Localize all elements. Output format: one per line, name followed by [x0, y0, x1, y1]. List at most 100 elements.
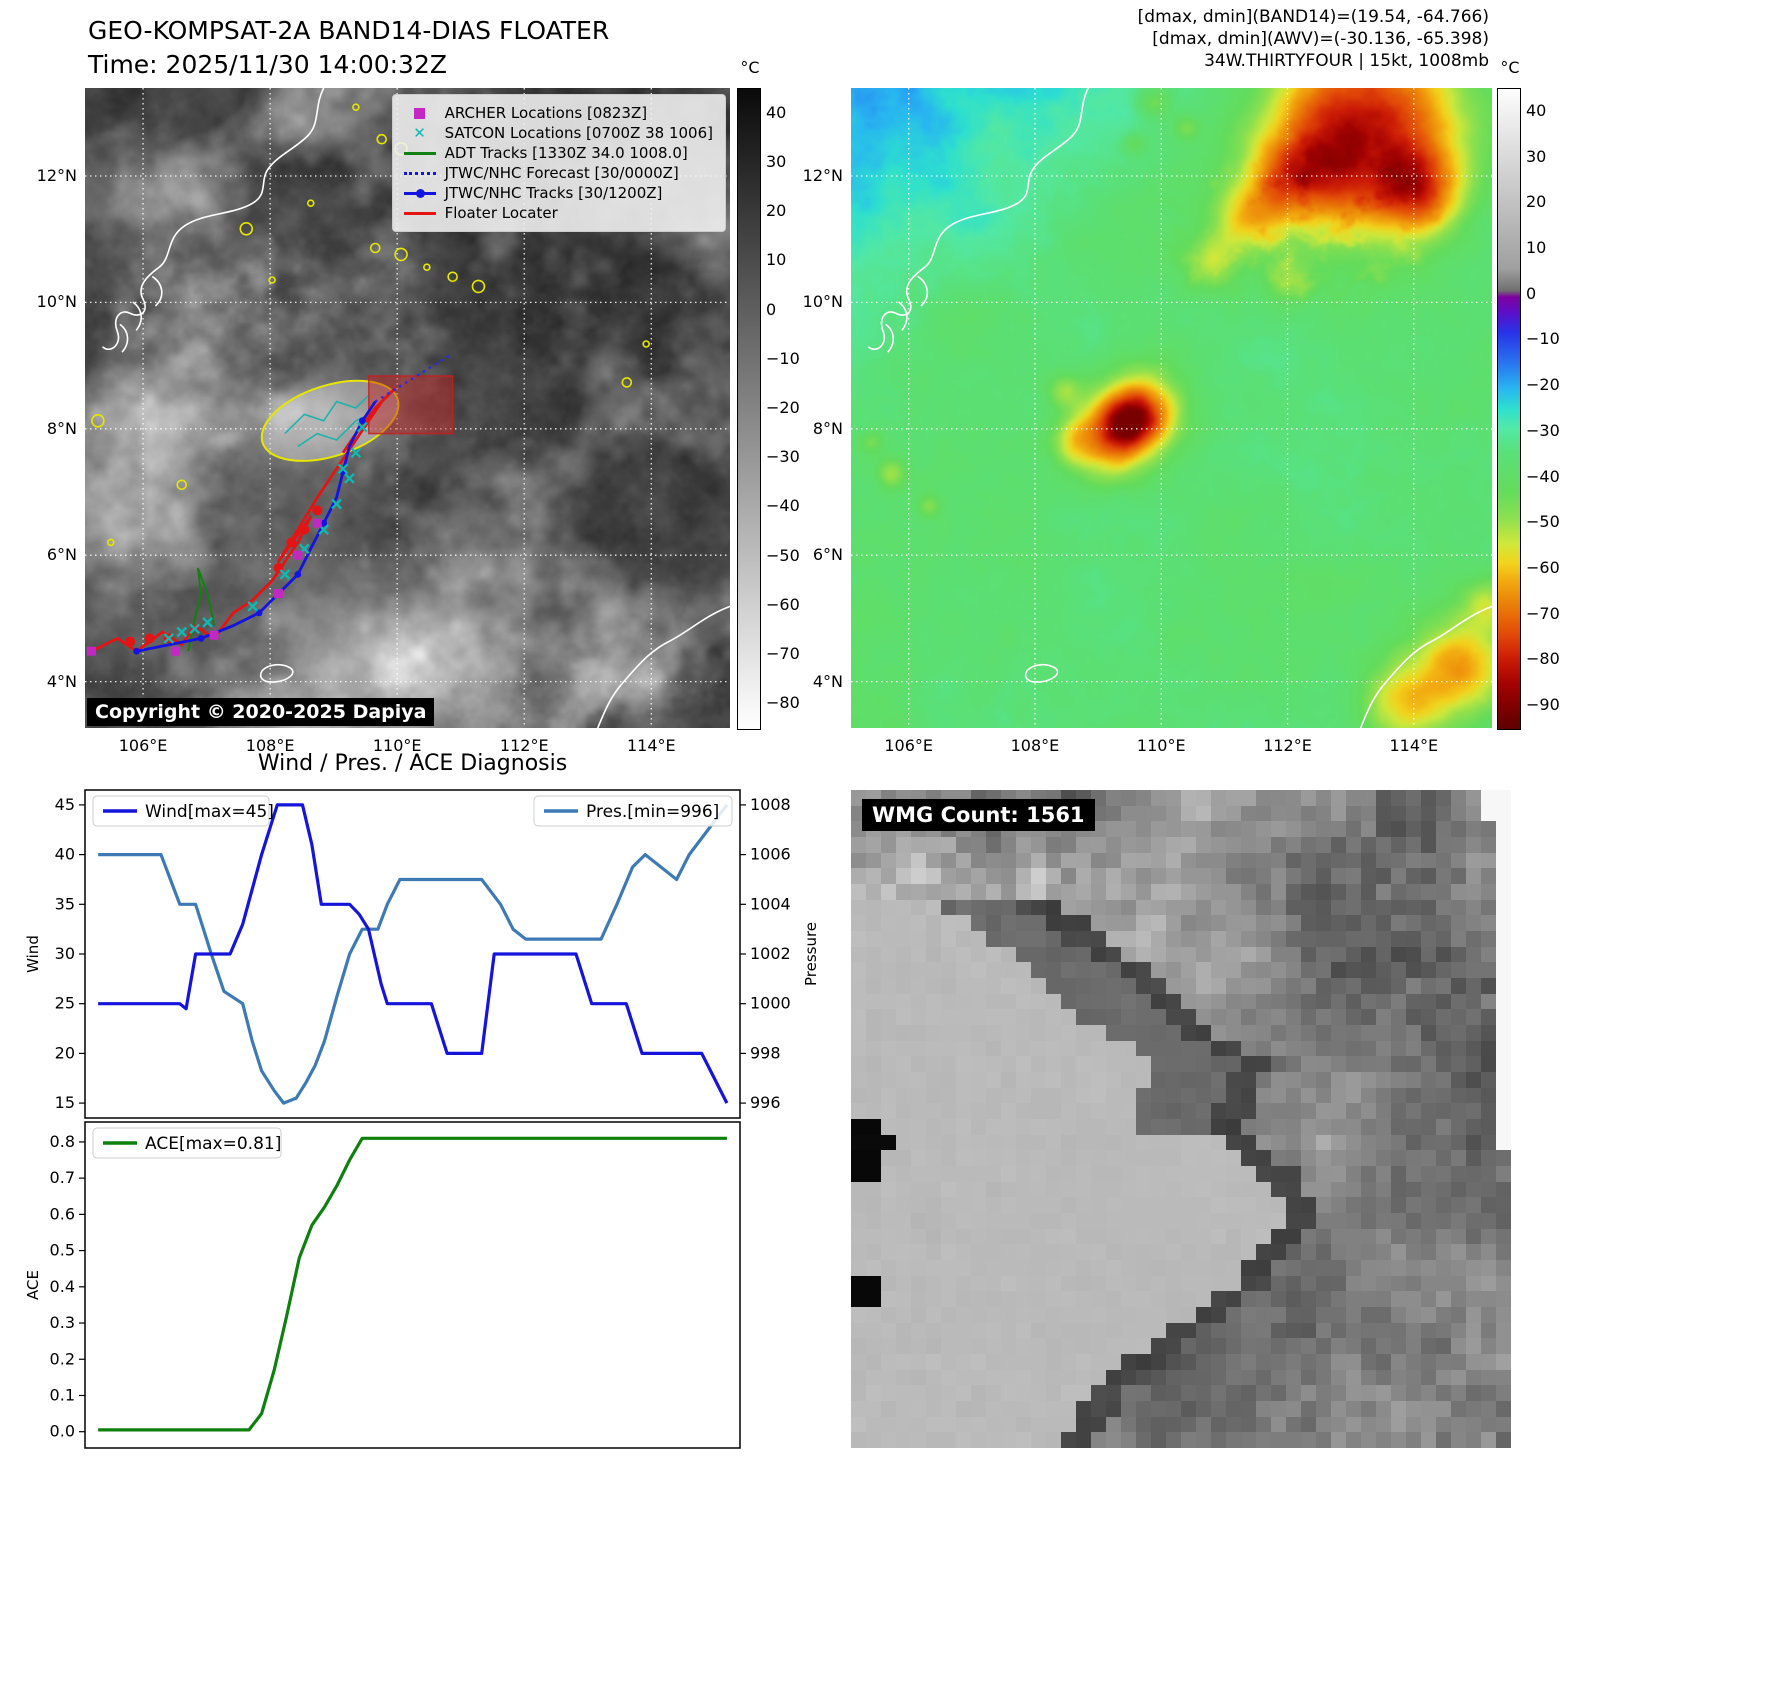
legend-item-label: JTWC/NHC Forecast [30/0000Z]	[444, 164, 679, 182]
chart-text: 0.0	[50, 1422, 75, 1441]
awv-y-tick-label: 12°N	[802, 166, 843, 185]
ace-legend-box	[92, 1127, 282, 1159]
blue-dotted-line-icon	[403, 171, 437, 175]
awv-colorbar-tick-label: −40	[1526, 466, 1560, 486]
wind-legend-box	[92, 795, 270, 827]
band14-colorbar-tick-label: −40	[766, 496, 800, 516]
chart-text: 0.4	[50, 1277, 75, 1296]
band14-y-tick-label: 6°N	[46, 545, 77, 565]
band14-time-label: Time: 2025/11/30 14:00:32Z	[88, 50, 447, 79]
band14-map-legend: ARCHER Locations [0823Z] ✕ SATCON Location…	[391, 94, 726, 232]
legend-item-label: ARCHER Locations [0823Z]	[444, 104, 648, 122]
legend-item-label: SATCON Locations [0700Z 38 1006]	[444, 124, 713, 142]
chart-text: 20	[55, 1043, 75, 1062]
chart-text: 1006	[750, 845, 791, 864]
band14-title: GEO-KOMPSAT-2A BAND14-DIAS FLOATER	[88, 16, 610, 45]
awv-colorbar-tick-label: −90	[1526, 695, 1560, 715]
pressure-legend-label: Pres.[min=996]	[586, 802, 719, 822]
chart-text: 0.3	[50, 1313, 75, 1332]
pressure-axis-label: Pressure	[802, 922, 820, 986]
band14-colorbar-tick-label: 0	[766, 299, 777, 319]
awv-y-tick-label: 8°N	[812, 418, 843, 438]
band14-colorbar-tick-label: −60	[766, 594, 800, 614]
chart-text: 1004	[750, 894, 791, 913]
band14-colorbar-tick-label: 20	[766, 201, 787, 221]
awv-x-tick-label: 106°E	[884, 736, 934, 755]
awv-colorbar-tick-label: −10	[1526, 329, 1560, 349]
chart-text: 40	[55, 845, 75, 864]
awv-colorbar-tick-label: 40	[1526, 100, 1547, 120]
blue-line-marker-icon	[403, 188, 437, 198]
awv-satellite-image	[851, 88, 1492, 728]
wind-axis-label: Wind	[24, 935, 42, 973]
awv-x-tick-label: 112°E	[1263, 736, 1312, 755]
awv-colorbar-tick-label: −20	[1526, 375, 1560, 395]
chart-text: 0.1	[50, 1385, 75, 1404]
chart-text: 45	[55, 795, 75, 814]
chart-text: 0.8	[50, 1132, 75, 1151]
band14-y-tick-label: 4°N	[46, 671, 77, 691]
red-line-icon	[403, 211, 437, 215]
chart-text: 15	[55, 1093, 75, 1112]
band14-x-tick-label: 110°E	[372, 736, 422, 755]
band14-colorbar-tick-label: −10	[766, 348, 800, 368]
chart-text: 25	[55, 994, 75, 1013]
awv-colorbar-tick-label: −60	[1526, 558, 1560, 577]
awv-colorbar-tick-label: 30	[1526, 146, 1547, 166]
band14-x-tick-label: 108°E	[245, 736, 295, 755]
diagnosis-title: Wind / Pres. / ACE Diagnosis	[257, 751, 568, 776]
band14-colorbar-tick-label: −50	[766, 545, 800, 565]
dmax-dmin-band14-label: [dmax, dmin](BAND14)=(19.54, -64.766)	[1137, 7, 1489, 27]
legend-item-0: ARCHER Locations [0823Z]	[403, 103, 713, 123]
band14-colorbar-unit: °C	[740, 58, 760, 77]
copyright-label: Copyright © 2020-2025 Dapiya	[87, 698, 435, 726]
chart-text: 1008	[750, 795, 791, 814]
band14-colorbar	[737, 88, 761, 730]
awv-colorbar-tick-label: 20	[1526, 192, 1547, 212]
band14-colorbar-tick-label: 30	[766, 151, 787, 171]
awv-colorbar	[1497, 88, 1521, 730]
awv-colorbar-tick-label: −50	[1526, 512, 1560, 532]
chart-frame	[84, 789, 741, 1119]
ace-axis-label: ACE	[24, 1270, 42, 1300]
awv-colorbar-tick-label: 0	[1526, 283, 1537, 303]
chart-text: 1000	[750, 994, 791, 1013]
chart-text: 30	[55, 944, 75, 963]
band14-colorbar-tick-label: 40	[766, 102, 787, 122]
wind-pres-ace-chart: 15 20 25 30 35 40 45 996 998 1000 1002 1004 1006 1008…	[24, 789, 820, 1449]
awv-x-tick-label: 114°E	[1389, 736, 1439, 755]
chart-text: 0.2	[50, 1349, 75, 1368]
chart-text: 0.7	[50, 1168, 75, 1187]
band14-colorbar-tick-label: −20	[766, 398, 800, 417]
chart-text: 1002	[750, 944, 791, 963]
awv-info-block: [dmax, dmin](BAND14)=(19.54, -64.766) [d…	[1138, 6, 1489, 72]
legend-item-label: JTWC/NHC Tracks [30/1200Z]	[444, 184, 663, 202]
awv-colorbar-tick-label: −30	[1526, 420, 1560, 440]
chart-frame	[84, 1121, 741, 1449]
cyan-x-icon: ✕	[413, 124, 426, 142]
awv-y-tick-label: 10°N	[802, 292, 843, 312]
pressure-legend-box	[533, 795, 733, 827]
band14-y-tick-label: 8°N	[46, 418, 77, 438]
wmg-panel: WMG Count: 1561	[851, 790, 1511, 1448]
awv-map-panel	[851, 88, 1492, 728]
chart-text: 998	[750, 1043, 781, 1062]
ace-legend-label: ACE[max=0.81]	[145, 1134, 281, 1154]
band14-x-tick-label: 114°E	[626, 736, 676, 755]
awv-y-tick-label: 6°N	[812, 545, 843, 565]
legend-item-1: ✕ SATCON Locations [0700Z 38 1006]	[403, 123, 713, 143]
ace-line	[98, 1136, 727, 1432]
wind-legend-label: Wind[max=45]	[145, 802, 274, 822]
band14-x-tick-label: 112°E	[499, 736, 549, 755]
chart-text: 0.5	[50, 1241, 75, 1260]
awv-colorbar-tick-label: 10	[1526, 238, 1547, 257]
awv-colorbar-tick-label: −80	[1526, 649, 1560, 669]
magenta-square-icon	[403, 107, 437, 119]
chart-text: 35	[55, 894, 75, 913]
legend-item-label: Floater Locater	[444, 204, 558, 222]
awv-colorbar-tick-label: −70	[1526, 603, 1560, 623]
dmax-dmin-awv-label: [dmax, dmin](AWV)=(-30.136, -65.398)	[1152, 29, 1489, 49]
wmg-count-label: WMG Count: 1561	[862, 799, 1095, 831]
legend-item-label: ADT Tracks [1330Z 34.0 1008.0]	[444, 144, 688, 162]
